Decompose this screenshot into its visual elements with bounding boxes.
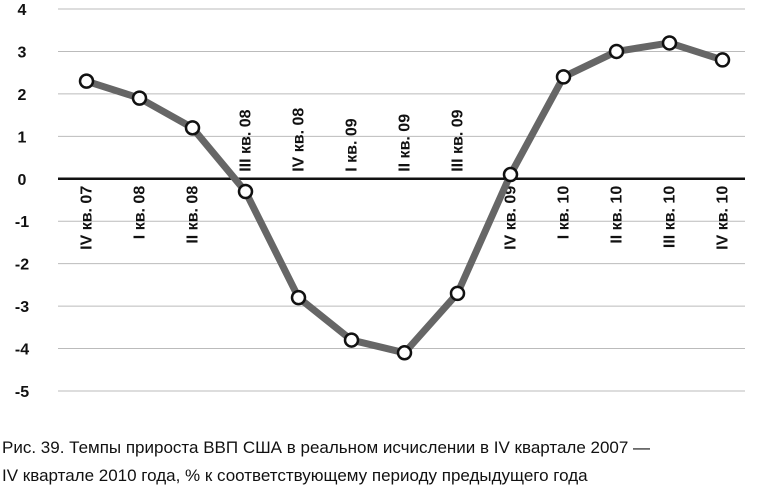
y-tick-label: -2: [15, 257, 29, 274]
x-tick-label: III кв. 09: [450, 109, 467, 171]
x-tick-label: I кв. 10: [556, 186, 573, 240]
x-tick-label: I кв. 08: [132, 186, 149, 240]
marker: [608, 43, 625, 60]
y-tick-label: -5: [15, 384, 29, 401]
marker: [131, 90, 148, 106]
x-tick-label: IV кв. 07: [79, 186, 96, 250]
x-tick-label: IV кв. 10: [715, 186, 732, 250]
x-tick-label: IV кв. 09: [503, 186, 520, 250]
x-tick-label: II кв. 10: [609, 186, 626, 244]
y-tick-label: -1: [15, 214, 29, 231]
marker: [555, 69, 572, 85]
x-tick-label: III кв. 08: [238, 109, 255, 171]
marker: [237, 183, 254, 200]
marker: [661, 35, 678, 51]
x-tick-label: III кв. 10: [662, 186, 679, 248]
marker: [78, 73, 95, 89]
y-tick-label: -3: [15, 299, 29, 316]
y-tick-label: 4: [18, 2, 27, 19]
caption: Рис. 39. Темпы прироста ВВП США в реальн…: [2, 438, 650, 457]
marker: [184, 120, 201, 136]
x-tick-label: II кв. 08: [185, 186, 202, 244]
marker: [290, 289, 307, 306]
y-tick-label: -4: [15, 342, 29, 359]
y-tick-label: 0: [18, 172, 27, 189]
y-tick-label: 2: [18, 87, 27, 104]
marker: [502, 166, 519, 183]
x-tick-label: II кв. 09: [397, 114, 414, 172]
y-tick-label: 3: [18, 44, 27, 61]
caption: IV квартале 2010 года, % к соответствующ…: [2, 466, 588, 485]
x-tick-label: IV кв. 08: [291, 108, 308, 172]
y-tick-label: 1: [18, 129, 27, 146]
marker: [343, 332, 360, 348]
x-tick-label: I кв. 09: [344, 118, 361, 172]
marker: [449, 285, 466, 302]
marker: [396, 345, 413, 361]
marker: [714, 52, 731, 68]
